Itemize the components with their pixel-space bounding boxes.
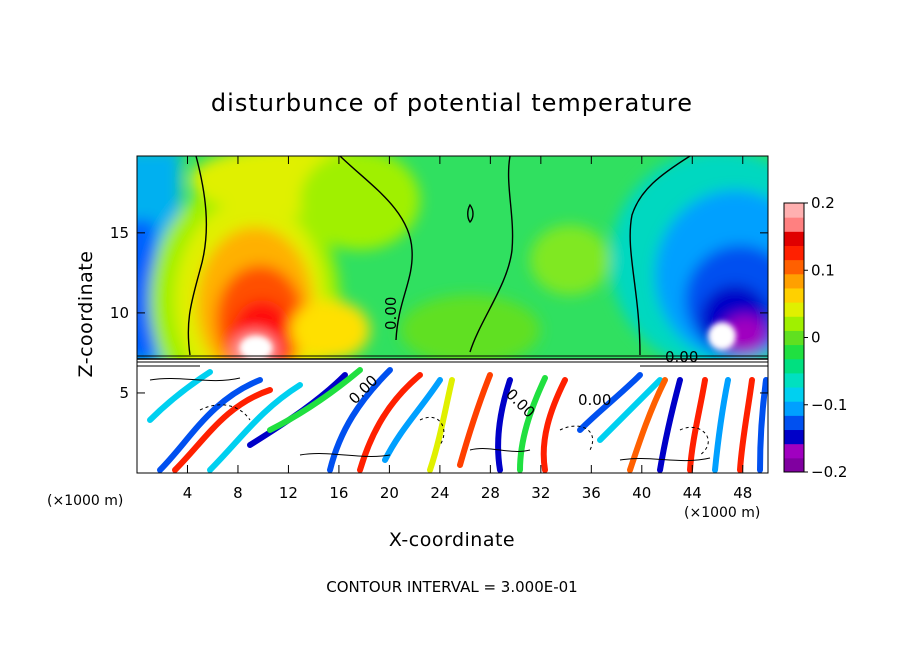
- x-tick-label: 36: [582, 484, 601, 502]
- x-axis-label: X-coordinate: [389, 529, 515, 551]
- colorbar-swatch: [784, 429, 804, 445]
- colorbar-tick-label: 0: [811, 329, 821, 347]
- x-tick-label: 28: [481, 484, 500, 502]
- colorbar-swatch: [784, 316, 804, 331]
- x-tick-label: 24: [430, 484, 449, 502]
- x-tick-label: 4: [183, 484, 193, 502]
- colorbar-swatch: [784, 401, 804, 416]
- colorbar-swatch: [784, 457, 804, 473]
- colorbar-tick-label: −0.2: [811, 463, 847, 481]
- x-tick-label: 20: [380, 484, 399, 502]
- heatmap-field: [137, 156, 768, 473]
- colorbar-swatch: [784, 231, 804, 246]
- y-axis-label: Z-coordinate: [75, 251, 97, 378]
- colorbar-tick-label: 0.2: [811, 194, 835, 212]
- contour-labels: 0.00 0.00 0.00 0.00 0.00: [345, 297, 698, 422]
- x-tick-label: 16: [329, 484, 348, 502]
- x-axis-ticks: 4 8 12 16 20 24 28 32 36 40 44 48: [183, 156, 752, 502]
- x-unit-label-right: (×1000 m): [684, 505, 760, 521]
- y-tick-label: 10: [110, 304, 129, 322]
- colorbar-swatch: [784, 344, 804, 360]
- lower-field: [137, 359, 768, 473]
- colorbar-swatch: [784, 245, 804, 261]
- chart-title: disturbunce of potential temperature: [211, 89, 693, 117]
- colorbar-ticks: 0.2 0.1 0 −0.1 −0.2: [804, 194, 847, 481]
- x-tick-label: 40: [632, 484, 651, 502]
- colorbar-swatch: [784, 330, 804, 346]
- y-tick-label: 5: [119, 384, 129, 402]
- contour-interval-note: CONTOUR INTERVAL = 3.000E-01: [326, 578, 577, 596]
- colorbar-tick-label: 0.1: [811, 261, 835, 279]
- y-tick-label: 15: [110, 224, 129, 242]
- colorbar-swatch: [784, 287, 804, 303]
- plot-frame: [136, 155, 769, 474]
- colorbar-swatch: [784, 273, 804, 289]
- x-tick-label: 12: [279, 484, 298, 502]
- contour-label: 0.00: [382, 297, 400, 330]
- x-unit-label-left: (×1000 m): [47, 493, 123, 509]
- x-tick-label: 32: [531, 484, 550, 502]
- contour-label: 0.00: [665, 348, 698, 366]
- interface-contours: [137, 355, 768, 367]
- upper-field: [137, 156, 768, 359]
- contour-label: 0.00: [578, 391, 611, 409]
- colorbar: [784, 203, 804, 473]
- y-axis-ticks: 5 10 15: [110, 224, 768, 402]
- x-tick-label: 8: [233, 484, 243, 502]
- colorbar-swatch: [784, 387, 804, 402]
- colorbar-swatch: [784, 302, 804, 317]
- colorbar-swatch: [784, 259, 804, 275]
- colorbar-swatch: [784, 372, 804, 388]
- colorbar-swatch: [784, 443, 804, 459]
- x-tick-label: 48: [733, 484, 752, 502]
- colorbar-swatch: [784, 217, 804, 232]
- colorbar-swatch: [784, 203, 804, 218]
- colorbar-swatch: [784, 358, 804, 374]
- x-tick-label: 44: [683, 484, 702, 502]
- colorbar-swatch: [784, 415, 804, 431]
- colorbar-tick-label: −0.1: [811, 396, 847, 414]
